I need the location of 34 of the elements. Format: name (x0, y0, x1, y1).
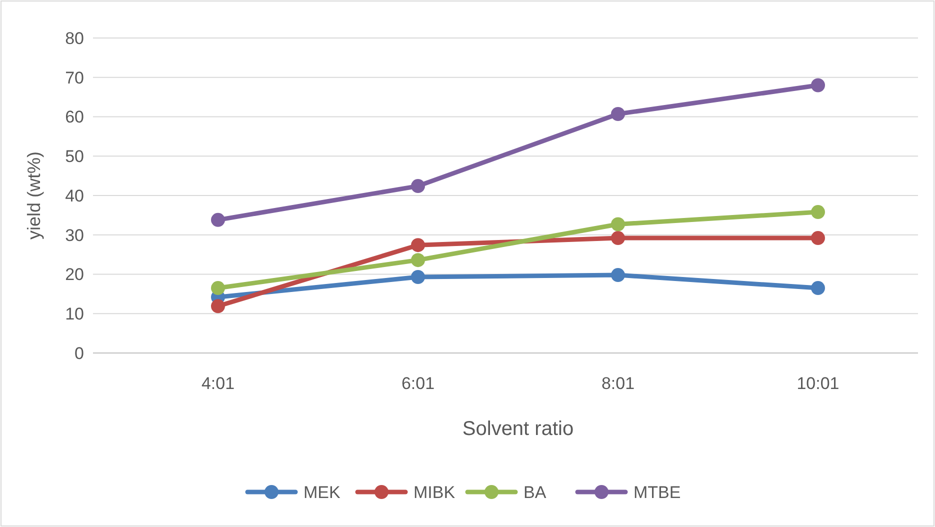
point (811, 205, 825, 220)
point (611, 106, 625, 121)
y-tick-label: 50 (65, 147, 84, 166)
y-tick-label: 40 (65, 186, 84, 206)
legend-label: BA (524, 482, 547, 502)
point (411, 253, 425, 268)
legend-label: MTBE (634, 482, 681, 502)
y-tick-label: 0 (74, 344, 84, 363)
y-tick-label: 80 (65, 28, 84, 48)
point (811, 231, 825, 246)
point (211, 299, 225, 314)
point (411, 238, 425, 252)
point (611, 268, 625, 282)
point (211, 212, 225, 227)
x-tick-label: 8:01 (601, 374, 635, 393)
point (811, 78, 825, 92)
x-axis-title: Solvent ratio (462, 418, 574, 440)
point (211, 281, 225, 296)
point (611, 217, 625, 232)
y-tick-label: 10 (65, 304, 84, 324)
point (411, 270, 425, 284)
point (411, 179, 425, 194)
y-tick-label: 70 (65, 68, 84, 88)
point (811, 281, 825, 296)
y-tick-label: 20 (65, 265, 84, 284)
x-tick-label: 10:01 (796, 374, 840, 393)
y-axis-title: yield (wt%) (24, 151, 44, 240)
x-tick-label: 4:01 (201, 374, 235, 393)
y-tick-label: 60 (65, 108, 84, 127)
legend-label: MEK (304, 482, 341, 502)
y-tick-label: 30 (65, 226, 84, 245)
x-tick-label: 6:01 (401, 374, 435, 393)
legend-label: MIBK (414, 482, 456, 502)
point (611, 231, 625, 246)
